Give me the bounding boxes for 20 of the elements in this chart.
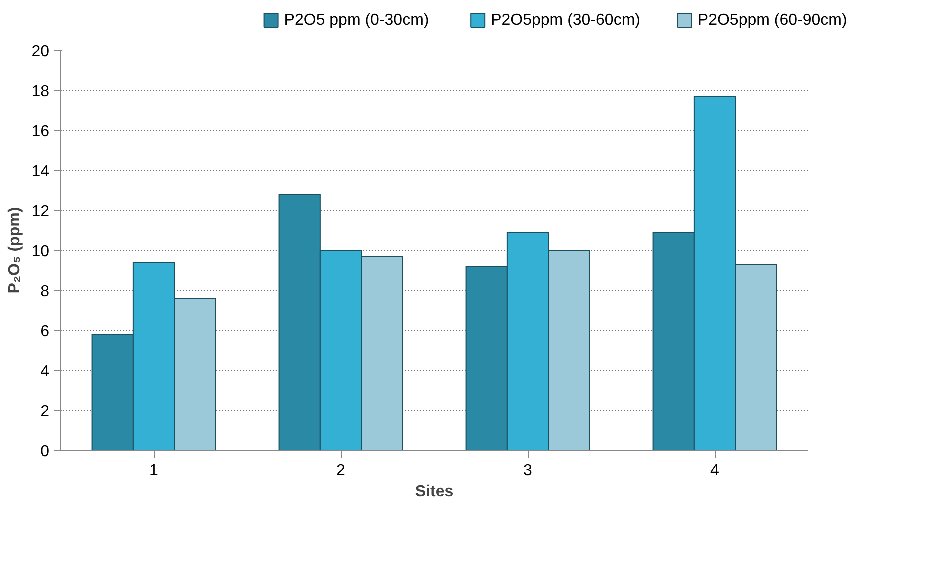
x-tick-label: 4 (710, 462, 720, 480)
y-tick-label: 10 (32, 244, 50, 260)
x-tick-label: 3 (524, 462, 533, 480)
legend-label: P2O5 ppm (0-30cm) (284, 12, 430, 29)
x-tick-label: 1 (150, 462, 159, 480)
y-tick-label: 18 (32, 84, 50, 100)
x-tick-label: 2 (336, 462, 346, 480)
x-axis-title: Sites (415, 484, 454, 500)
y-tick-label: 2 (40, 404, 50, 420)
y-tick-label: 4 (40, 364, 50, 380)
legend-label: P2O5ppm (60-90cm) (698, 12, 848, 29)
y-tick-label: 8 (40, 284, 50, 300)
y-tick-label: 14 (32, 164, 50, 180)
y-axis-title: P₂O₅ (ppm) (6, 207, 24, 294)
y-tick-label: 16 (32, 124, 50, 140)
y-tick-label: 20 (32, 44, 50, 60)
y-tick-label: 6 (40, 324, 50, 340)
y-tick-label: 0 (40, 444, 50, 460)
y-tick-label: 12 (32, 204, 50, 220)
legend-label: P2O5ppm (30-60cm) (491, 12, 640, 29)
